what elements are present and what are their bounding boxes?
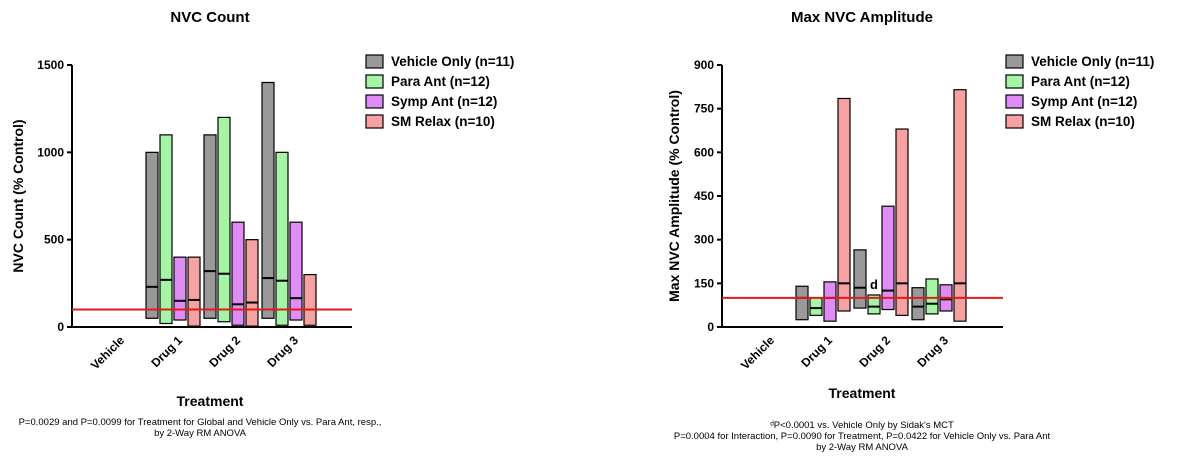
bar (159, 134, 173, 325)
legend-label: SM Relax (n=10) (391, 114, 495, 129)
legend-label: Para Ant (n=12) (1031, 74, 1130, 89)
y-tick-label: 500 (44, 233, 64, 247)
legend-swatch (1005, 54, 1024, 69)
legend-label: Vehicle Only (n=11) (1031, 54, 1154, 69)
bar (261, 81, 275, 319)
legend-label: Symp Ant (n=12) (391, 94, 497, 109)
x-tick-label: Drug 1 (148, 333, 185, 370)
x-tick-label: Drug 2 (856, 333, 893, 370)
bar (275, 151, 289, 326)
x-tick-label: Vehicle (88, 333, 127, 372)
bar (245, 239, 259, 327)
bar (231, 221, 245, 326)
footnote: ᵈP<0.0001 vs. Vehicle Only by Sidak's MC… (770, 420, 954, 431)
y-tick-label: 1500 (37, 58, 64, 72)
bar (867, 294, 881, 315)
x-tick-label: Drug 3 (264, 333, 301, 370)
y-tick-label: 300 (694, 233, 714, 247)
y-tick-label: 150 (694, 276, 714, 290)
chart-2: Max NVC Amplitude Max NVC Amplitude (% Co… (666, 9, 1154, 453)
x-axis-title: Treatment (829, 385, 896, 401)
bar (911, 287, 925, 321)
y-tick-label: 750 (694, 102, 714, 116)
legend-swatch (365, 74, 384, 89)
legend-swatch (365, 94, 384, 109)
legend-swatch (1005, 74, 1024, 89)
y-tick-label: 600 (694, 145, 714, 159)
x-tick-label: Vehicle (738, 333, 777, 372)
legend-swatch (365, 114, 384, 129)
y-tick-label: 0 (707, 320, 714, 334)
bar (203, 134, 217, 319)
bar (881, 205, 895, 311)
bar (217, 116, 231, 323)
bar (895, 128, 909, 316)
footnote: P=0.0029 and P=0.0099 for Treatment for … (19, 417, 382, 428)
legend-label: Vehicle Only (n=11) (391, 54, 514, 69)
chart-1: NVC Count NVC Count (% Control) Treatment 0… (10, 9, 514, 439)
x-tick-label: Drug 2 (206, 333, 243, 370)
footnote: by 2-Way RM ANOVA (816, 442, 909, 453)
footnote: P=0.0004 for Interaction, P=0.0090 for T… (674, 431, 1051, 442)
y-axis-title: NVC Count (% Control) (10, 119, 26, 272)
bar (953, 89, 967, 322)
y-tick-label: 1000 (37, 145, 64, 159)
bar (837, 97, 851, 312)
bar (289, 221, 303, 321)
y-axis-title: Max NVC Amplitude (% Control) (666, 90, 682, 302)
bar (823, 281, 837, 322)
x-axis-title: Treatment (177, 393, 244, 409)
bar (173, 256, 187, 321)
bar (795, 285, 809, 321)
bar (145, 151, 159, 319)
y-tick-label: 900 (694, 58, 714, 72)
significance-annotation: d (870, 277, 878, 292)
bar (853, 249, 867, 309)
bar (925, 278, 939, 315)
legend-swatch (1005, 94, 1024, 109)
y-tick-label: 0 (57, 320, 64, 334)
legend-swatch (1005, 114, 1024, 129)
legend-label: Para Ant (n=12) (391, 74, 490, 89)
chart-title: NVC Count (170, 9, 249, 26)
x-tick-label: Drug 1 (798, 333, 835, 370)
footnote: by 2-Way RM ANOVA (154, 428, 247, 439)
bar (809, 297, 823, 316)
bar (187, 256, 201, 327)
y-tick-label: 450 (694, 189, 714, 203)
chart-title: Max NVC Amplitude (791, 9, 933, 26)
legend-swatch (365, 54, 384, 69)
bar (303, 274, 317, 326)
legend-label: SM Relax (n=10) (1031, 114, 1135, 129)
legend-label: Symp Ant (n=12) (1031, 94, 1137, 109)
x-tick-label: Drug 3 (914, 333, 951, 370)
